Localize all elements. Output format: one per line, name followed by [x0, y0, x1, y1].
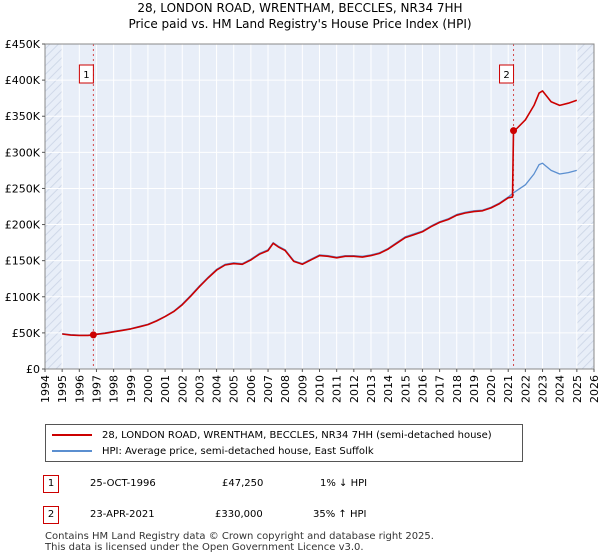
legend-item-hpi: HPI: Average price, semi-detached house,…: [52, 444, 374, 458]
transaction-price: £47,250: [222, 478, 264, 489]
x-tick-label: 2019: [468, 375, 481, 403]
sale-label-frame: [499, 64, 515, 84]
x-tick-label: 2006: [245, 375, 258, 403]
x-tick-label: 2015: [399, 375, 412, 403]
y-tick-label: £200K: [5, 219, 41, 232]
x-tick-label: 2005: [228, 375, 241, 403]
transaction-row: 2 23-APR-2021 £330,000 35% ↑ HPI: [0, 506, 600, 526]
x-tick-label: 1996: [73, 375, 86, 403]
y-tick-label: £0: [26, 363, 40, 376]
x-tick-label: 2026: [588, 375, 600, 403]
x-tick-label: 1995: [56, 375, 69, 403]
x-tick-label: 2010: [314, 375, 327, 403]
hatched-region: [576, 44, 594, 369]
footer-licence: This data is licensed under the Open Gov…: [45, 542, 364, 553]
x-tick-label: 2002: [176, 375, 189, 403]
y-tick-label: £250K: [5, 182, 41, 195]
x-tick-label: 2007: [262, 375, 275, 403]
x-tick-label: 1994: [39, 375, 52, 403]
sale-point: [89, 331, 97, 339]
x-tick-label: 1998: [108, 375, 121, 403]
legend-label-hpi: HPI: Average price, semi-detached house,…: [102, 445, 374, 457]
x-tick-label: 2003: [193, 375, 206, 403]
y-tick-label: £50K: [12, 327, 41, 340]
x-tick-label: 2008: [279, 375, 292, 403]
transaction-date: 23-APR-2021: [90, 509, 155, 520]
x-tick-label: 2000: [142, 375, 155, 403]
transaction-marker: 1: [43, 475, 59, 493]
x-tick-label: 2022: [519, 375, 532, 403]
chart-title-line1: 28, LONDON ROAD, WRENTHAM, BECCLES, NR34…: [137, 1, 463, 15]
x-tick-label: 2011: [331, 375, 344, 403]
x-tick-label: 1999: [125, 375, 138, 403]
price-chart: 1 2 £0 £50K £100K £150K £200K £250K £300K £350K £4…: [5, 38, 600, 403]
x-tick-label: 2024: [554, 375, 567, 403]
transaction-hpi-diff: 35% ↑ HPI: [313, 509, 367, 520]
chart-title-line2: Price paid vs. HM Land Registry's House …: [128, 17, 472, 31]
x-tick-label: 2025: [571, 375, 584, 403]
property-price-line: [62, 90, 578, 337]
legend-label-property: 28, LONDON ROAD, WRENTHAM, BECCLES, NR34…: [102, 429, 492, 441]
x-tick-label: 2021: [502, 375, 515, 403]
legend: 28, LONDON ROAD, WRENTHAM, BECCLES, NR34…: [45, 424, 523, 462]
x-tick-label: 1997: [90, 375, 103, 403]
footer-copyright: Contains HM Land Registry data © Crown c…: [45, 531, 434, 542]
y-tick-label: £450K: [5, 38, 41, 51]
x-tick-label: 2001: [159, 375, 172, 403]
sale-point: [510, 127, 518, 135]
x-tick-label: 2023: [537, 375, 550, 403]
y-tick-label: £100K: [5, 291, 41, 304]
x-tick-label: 2020: [485, 375, 498, 403]
y-tick-label: £300K: [5, 146, 41, 159]
x-tick-label: 2009: [296, 375, 309, 403]
hatched-region: [45, 44, 63, 369]
legend-swatch-property: [52, 434, 92, 436]
x-tick-label: 2014: [382, 375, 395, 403]
sale-label: 2: [503, 70, 509, 81]
x-tick-label: 2018: [451, 375, 464, 403]
legend-swatch-hpi: [52, 450, 92, 452]
transaction-row: 1 25-OCT-1996 £47,250 1% ↓ HPI: [0, 475, 600, 495]
y-tick-label: £150K: [5, 255, 41, 268]
transaction-date: 25-OCT-1996: [90, 478, 156, 489]
sale-label-frame: [78, 64, 94, 84]
y-tick-label: £400K: [5, 74, 41, 87]
sale-label: 1: [83, 70, 89, 81]
x-tick-label: 2004: [211, 375, 224, 403]
x-tick-label: 2012: [348, 375, 361, 403]
sale-label-box: 2: [499, 64, 515, 84]
transaction-price: £330,000: [215, 509, 263, 520]
transaction-marker: 2: [43, 506, 59, 524]
x-tick-label: 2016: [416, 375, 429, 403]
transaction-hpi-diff: 1% ↓ HPI: [320, 478, 368, 489]
legend-item-property: 28, LONDON ROAD, WRENTHAM, BECCLES, NR34…: [52, 428, 492, 442]
y-tick-label: £350K: [5, 110, 41, 123]
x-tick-label: 2017: [434, 375, 447, 403]
x-tick-label: 2013: [365, 375, 378, 403]
sale-label-box: 1: [78, 64, 94, 84]
